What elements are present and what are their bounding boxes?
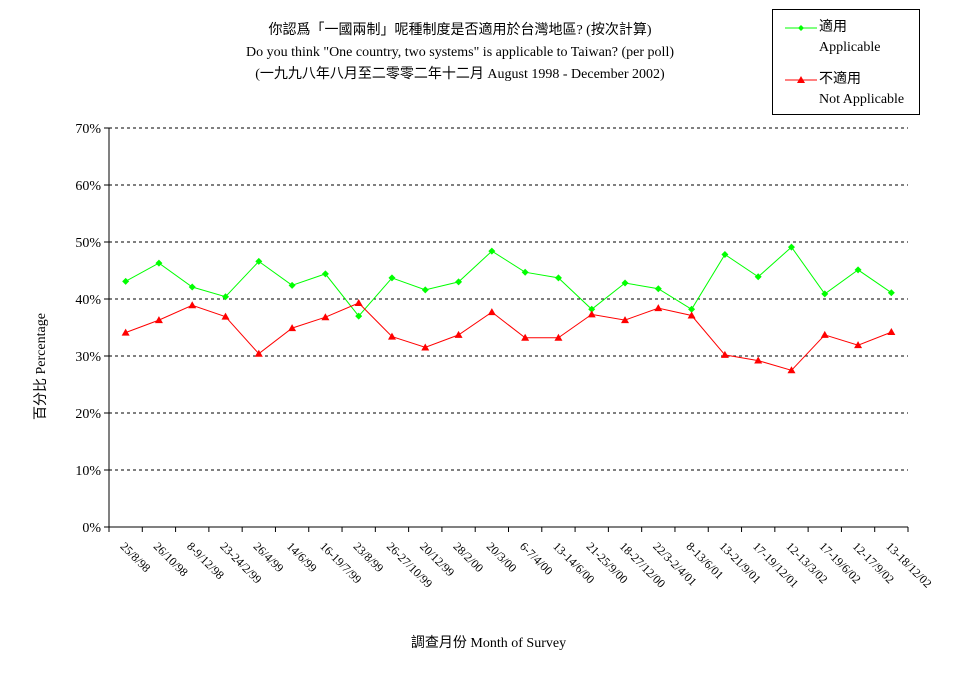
data-point-not-applicable: [121, 328, 130, 336]
data-point-applicable: [654, 285, 662, 293]
data-point-not-applicable: [754, 356, 763, 364]
x-tick-label: 20/3/00: [484, 539, 520, 575]
data-point-applicable: [321, 270, 329, 278]
data-point-applicable: [488, 247, 496, 255]
x-tick-label: 13-18/12/02: [883, 539, 934, 590]
y-axis-label: 百分比 Percentage: [34, 313, 49, 420]
data-point-applicable: [222, 293, 230, 301]
x-tick-label: 14/6/99: [284, 539, 320, 575]
data-point-not-applicable: [421, 343, 430, 351]
data-point-not-applicable: [254, 349, 263, 357]
data-point-applicable: [155, 259, 163, 267]
data-point-applicable: [854, 266, 862, 274]
series-line-applicable: [125, 246, 892, 317]
data-point-not-applicable: [521, 333, 530, 341]
data-point-not-applicable: [154, 316, 163, 324]
data-point-not-applicable: [720, 350, 729, 358]
y-tick-label: 30%: [75, 350, 101, 365]
chart-title: 你認爲「一國兩制」呢種制度是否適用於台灣地區? (按次計算): [268, 23, 652, 38]
legend-swatch-not-applicable: [785, 76, 817, 83]
y-tick-label: 70%: [75, 122, 101, 137]
data-point-applicable: [288, 281, 296, 289]
series-line-not-applicable: [125, 302, 892, 371]
data-point-not-applicable: [621, 316, 630, 324]
legend-swatch-applicable: [785, 25, 817, 31]
data-point-applicable: [355, 312, 363, 320]
data-point-applicable: [421, 286, 429, 294]
chart-title-block: 你認爲「一國兩制」呢種制度是否適用於台灣地區? (按次計算) Do you th…: [160, 20, 760, 86]
data-point-not-applicable: [887, 328, 896, 336]
data-point-applicable: [255, 257, 263, 265]
data-point-applicable: [787, 243, 795, 251]
data-point-not-applicable: [354, 298, 363, 306]
x-tick-label: 26/10/98: [151, 539, 191, 579]
y-tick-label: 10%: [75, 464, 101, 479]
data-point-not-applicable: [687, 311, 696, 319]
data-point-applicable: [188, 283, 196, 291]
legend: 適用 Applicable 不適用 Not Applicable: [772, 9, 920, 115]
data-point-not-applicable: [487, 308, 496, 316]
y-tick-label: 0%: [82, 521, 101, 536]
data-point-not-applicable: [654, 304, 663, 312]
data-point-not-applicable: [854, 341, 863, 349]
data-point-applicable: [455, 278, 463, 286]
x-tick-label: 25/8/98: [118, 539, 154, 575]
x-tick-label: 6-7/4/00: [517, 539, 556, 578]
data-point-applicable: [122, 277, 130, 285]
legend-label-not-applicable-zh: 不適用: [819, 72, 861, 87]
y-tick-label: 50%: [75, 236, 101, 251]
chart-subtitle: Do you think "One country, two systems" …: [245, 45, 675, 60]
data-point-applicable: [554, 274, 562, 282]
y-tick-label: 40%: [75, 293, 101, 308]
data-point-applicable: [887, 289, 895, 297]
data-point-not-applicable: [454, 330, 463, 338]
data-point-not-applicable: [787, 366, 796, 374]
y-tick-label: 60%: [75, 179, 101, 194]
data-point-not-applicable: [554, 333, 563, 341]
data-point-applicable: [688, 305, 696, 313]
legend-label-applicable-en: Applicable: [819, 40, 881, 55]
data-point-not-applicable: [587, 310, 596, 318]
y-tick-label: 20%: [75, 407, 101, 422]
legend-label-applicable-zh: 適用: [819, 20, 847, 35]
data-point-not-applicable: [321, 313, 330, 321]
data-point-applicable: [388, 274, 396, 282]
data-point-applicable: [754, 273, 762, 281]
data-point-not-applicable: [820, 330, 829, 338]
data-point-not-applicable: [288, 324, 297, 332]
legend-label-not-applicable-en: Not Applicable: [819, 92, 905, 107]
x-axis-label: 調查月份 Month of Survey: [410, 636, 567, 651]
data-point-applicable: [621, 279, 629, 287]
data-point-applicable: [521, 268, 529, 276]
data-point-not-applicable: [387, 332, 396, 340]
data-point-not-applicable: [221, 312, 230, 320]
data-point-applicable: [588, 305, 596, 313]
chart-subtitle-period: (一九九八年八月至二零零二年十二月 August 1998 - December…: [255, 67, 665, 82]
data-point-applicable: [721, 251, 729, 259]
data-point-applicable: [821, 290, 829, 298]
data-point-not-applicable: [188, 301, 197, 309]
